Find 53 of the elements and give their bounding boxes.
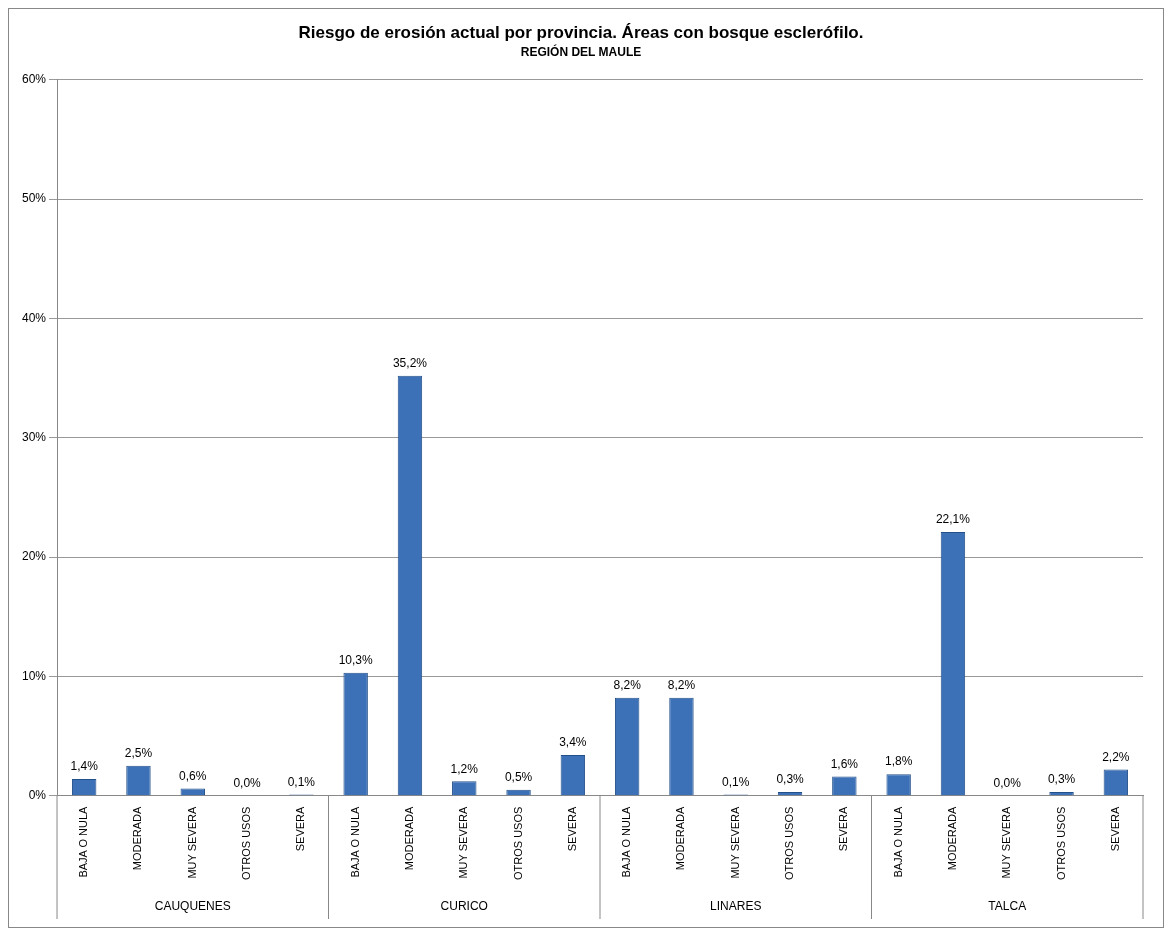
data-label: 2,2% (1102, 749, 1130, 764)
x-tick-label: MODERADA (674, 806, 687, 871)
data-label: 1,6% (830, 756, 859, 771)
x-tick-label: MUY SEVERA (457, 806, 470, 879)
data-label: 0,3% (776, 772, 805, 787)
x-tick-label: MUY SEVERA (185, 806, 198, 879)
x-tick-label: MODERADA (131, 806, 144, 871)
data-label: 1,4% (70, 759, 99, 774)
text: CAUQUENES (154, 899, 231, 914)
x-tick-label: MODERADA (402, 806, 415, 871)
text: LINARES (710, 899, 762, 914)
x-tick-label: MUY SEVERA (1000, 806, 1013, 879)
data-label: 8,2% (613, 678, 642, 693)
y-tick-label: 40% (21, 310, 47, 325)
x-tick-label: BAJA O NULA (348, 806, 361, 878)
data-label: 0,0% (993, 775, 1022, 790)
y-tick-label: 60% (21, 72, 47, 87)
y-tick-label: 50% (21, 191, 47, 206)
x-tick-label: OTROS USOS (783, 806, 796, 880)
data-label: 0,1% (287, 774, 316, 789)
x-tick-label: BAJA O NULA (77, 806, 90, 878)
y-tick-label: 20% (21, 549, 47, 564)
chart-subtitle: REGIÓN DEL MAULE (520, 43, 642, 59)
x-tick-label: OTROS USOS (240, 806, 253, 880)
data-label: 22,1% (935, 512, 971, 527)
x-tick-label: SEVERA (837, 806, 850, 852)
data-label: 0,6% (179, 768, 207, 783)
y-tick-label: 10% (21, 668, 47, 683)
data-label: 1,8% (884, 754, 913, 769)
x-tick-label: SEVERA (565, 806, 578, 852)
data-label: 0,3% (1047, 772, 1076, 787)
data-label: 1,2% (450, 761, 479, 776)
x-tick-label: OTROS USOS (1054, 806, 1067, 880)
x-tick-label: BAJA O NULA (891, 806, 904, 878)
text: TALCA (988, 899, 1027, 914)
data-label: 10,3% (338, 653, 373, 668)
y-tick-label: 30% (21, 430, 47, 445)
x-tick-label: OTROS USOS (511, 806, 524, 880)
x-tick-label: BAJA O NULA (620, 806, 633, 878)
data-label: 2,5% (124, 746, 153, 761)
data-label: 3,4% (559, 735, 587, 750)
y-tick-label: 0% (28, 787, 47, 802)
data-label: 35,2% (392, 356, 428, 370)
x-tick-label: SEVERA (1108, 806, 1121, 852)
chart-title: Riesgo de erosión actual por provincia. Áreas con bosque esclerófilo. (298, 22, 864, 42)
data-label: 0,0% (233, 775, 262, 790)
x-tick-label: MODERADA (945, 806, 958, 871)
data-label: 0,5% (504, 770, 533, 784)
x-tick-label: MUY SEVERA (728, 806, 741, 879)
x-tick-label: SEVERA (294, 806, 307, 852)
text: CURICO (440, 899, 488, 914)
data-label: 0,1% (722, 774, 750, 789)
data-label: 8,2% (667, 678, 696, 693)
